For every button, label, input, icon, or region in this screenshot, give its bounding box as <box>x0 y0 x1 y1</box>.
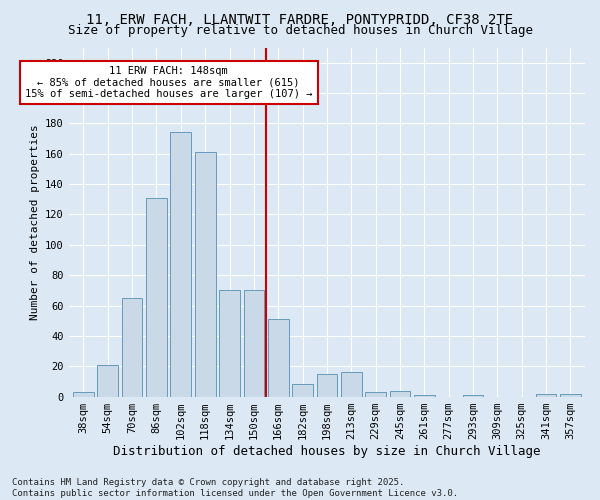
Y-axis label: Number of detached properties: Number of detached properties <box>29 124 40 320</box>
Bar <box>73 392 94 396</box>
Text: 11, ERW FACH, LLANTWIT FARDRE, PONTYPRIDD, CF38 2TE: 11, ERW FACH, LLANTWIT FARDRE, PONTYPRID… <box>86 12 514 26</box>
Bar <box>268 319 289 396</box>
Bar <box>97 364 118 396</box>
Bar <box>414 395 434 396</box>
Bar <box>292 384 313 396</box>
Bar <box>560 394 581 396</box>
Bar <box>122 298 142 396</box>
Bar <box>219 290 240 397</box>
Bar <box>244 290 264 397</box>
X-axis label: Distribution of detached houses by size in Church Village: Distribution of detached houses by size … <box>113 444 541 458</box>
Bar <box>195 152 215 396</box>
Bar <box>389 390 410 396</box>
Text: Size of property relative to detached houses in Church Village: Size of property relative to detached ho… <box>67 24 533 37</box>
Bar <box>341 372 362 396</box>
Bar <box>536 394 556 396</box>
Text: Contains HM Land Registry data © Crown copyright and database right 2025.
Contai: Contains HM Land Registry data © Crown c… <box>12 478 458 498</box>
Text: 11 ERW FACH: 148sqm
← 85% of detached houses are smaller (615)
15% of semi-detac: 11 ERW FACH: 148sqm ← 85% of detached ho… <box>25 66 313 99</box>
Bar <box>170 132 191 396</box>
Bar <box>365 392 386 396</box>
Bar <box>463 395 484 396</box>
Bar <box>317 374 337 396</box>
Bar <box>146 198 167 396</box>
